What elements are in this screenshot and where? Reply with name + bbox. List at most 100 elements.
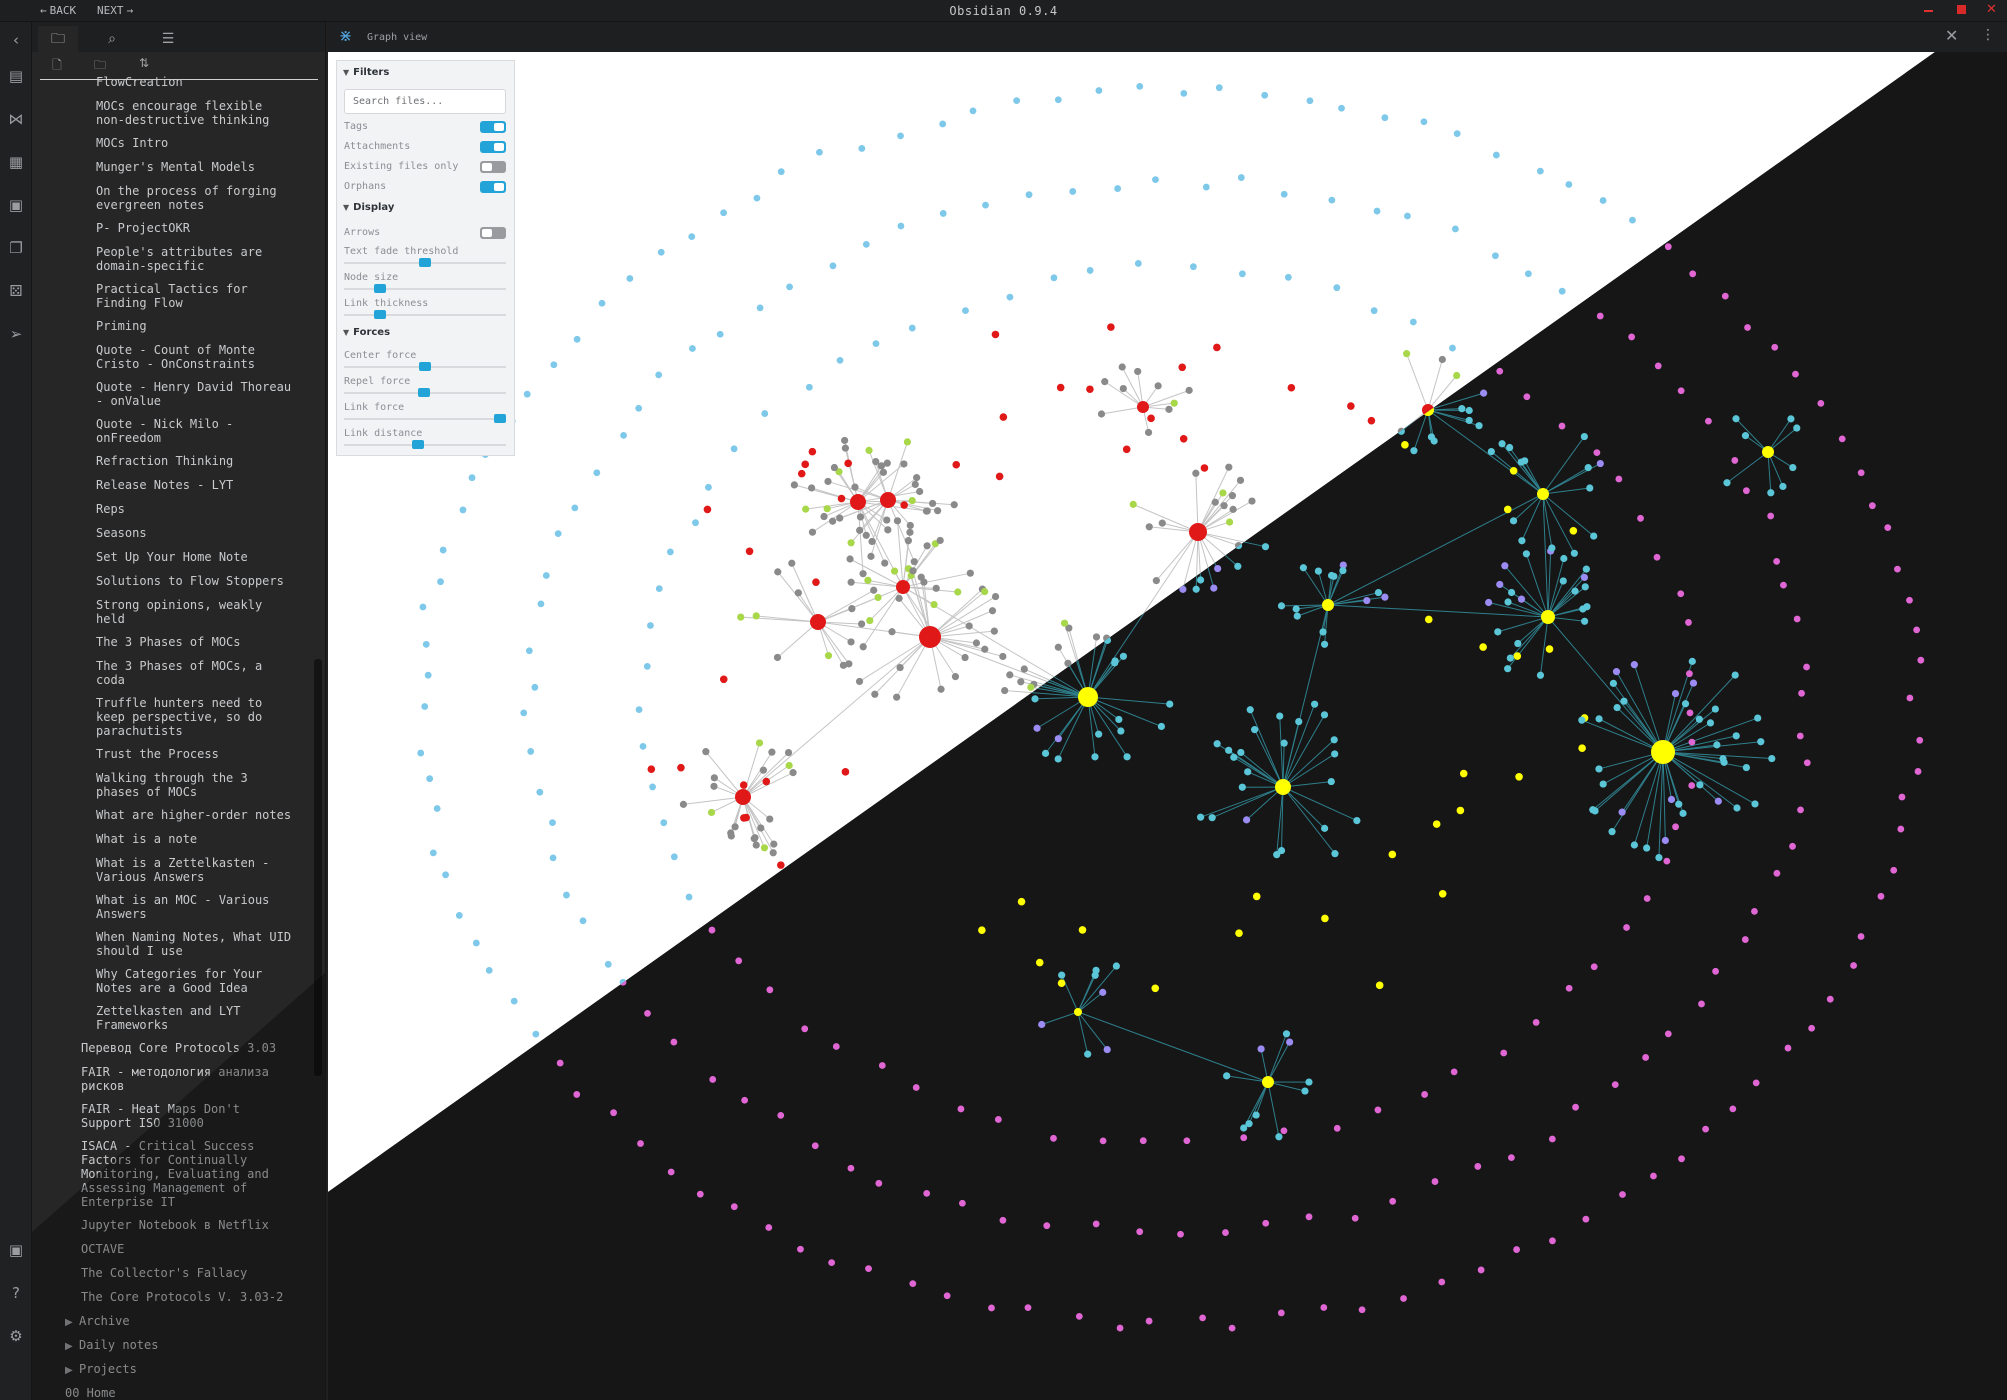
- graph-node[interactable]: [797, 1245, 804, 1253]
- graph-node[interactable]: [1884, 524, 1892, 531]
- graph-node[interactable]: [811, 1142, 819, 1150]
- graph-node[interactable]: [1558, 422, 1566, 430]
- graph-node[interactable]: [1248, 497, 1256, 505]
- graph-node[interactable]: [1897, 825, 1905, 833]
- graph-node[interactable]: [1643, 844, 1651, 852]
- tags-toggle[interactable]: [480, 121, 506, 133]
- graph-node[interactable]: [1792, 370, 1799, 378]
- graph-node[interactable]: [832, 1043, 840, 1050]
- graph-node[interactable]: [962, 307, 969, 315]
- graph-node[interactable]: [1757, 738, 1765, 746]
- file-item[interactable]: When Naming Notes, What UID should I use: [96, 930, 292, 958]
- graph-node[interactable]: [1654, 362, 1662, 370]
- graph-node[interactable]: [1713, 741, 1721, 749]
- graph-node[interactable]: [1252, 892, 1261, 901]
- graph-node[interactable]: [1571, 587, 1579, 595]
- graph-node[interactable]: [525, 647, 533, 655]
- graph-node[interactable]: [639, 742, 647, 750]
- folder-item[interactable]: ▶ Daily notes: [65, 1338, 159, 1352]
- graph-node[interactable]: [883, 516, 891, 524]
- file-item[interactable]: FlowCreation: [96, 75, 183, 89]
- graph-node[interactable]: [936, 536, 944, 545]
- graph-node[interactable]: [1578, 716, 1586, 724]
- graph-node[interactable]: [1681, 700, 1690, 708]
- graph-node[interactable]: [1112, 962, 1120, 970]
- graph-node[interactable]: [837, 494, 846, 503]
- graph-node[interactable]: [1374, 588, 1383, 597]
- graph-node[interactable]: [1628, 333, 1636, 341]
- graph-node[interactable]: [1043, 1222, 1051, 1230]
- minimize-button[interactable]: [1923, 5, 1935, 15]
- graph-node[interactable]: [635, 706, 643, 714]
- graph-node[interactable]: [598, 299, 606, 307]
- graph-node[interactable]: [1388, 850, 1397, 859]
- graph-node[interactable]: [1056, 383, 1065, 392]
- graph-node[interactable]: [1151, 984, 1160, 993]
- graph-node[interactable]: [829, 262, 837, 270]
- graph-node[interactable]: [1320, 1304, 1328, 1311]
- graph-node[interactable]: [730, 1203, 738, 1211]
- calendar-icon[interactable]: ▣: [8, 196, 24, 214]
- graph-node[interactable]: [1613, 703, 1621, 712]
- graph-node[interactable]: [1229, 505, 1237, 513]
- graph-node[interactable]: [906, 528, 914, 536]
- graph-node[interactable]: [910, 558, 918, 566]
- graph-node[interactable]: [875, 1179, 883, 1187]
- graph-node[interactable]: [1667, 795, 1676, 804]
- file-item[interactable]: What is a Zettelkasten - Various Answers: [96, 856, 270, 884]
- graph-node[interactable]: [1732, 732, 1740, 740]
- orphans-toggle[interactable]: [480, 181, 506, 193]
- display-heading[interactable]: ▼ Display: [343, 202, 395, 213]
- graph-node[interactable]: [911, 480, 919, 489]
- graph-node[interactable]: [770, 840, 778, 848]
- maximize-button[interactable]: [1956, 5, 1968, 15]
- graph-node[interactable]: [1548, 1135, 1556, 1143]
- forces-heading[interactable]: ▼ Forces: [343, 327, 391, 338]
- graph-node[interactable]: [1438, 355, 1446, 364]
- graph-node[interactable]: [969, 107, 977, 115]
- graph-node[interactable]: [1237, 748, 1245, 757]
- graph-node[interactable]: [1630, 841, 1638, 849]
- graph-node[interactable]: [1906, 694, 1914, 702]
- graph-node[interactable]: [1017, 897, 1026, 906]
- graph-node[interactable]: [1196, 576, 1205, 584]
- graph-node[interactable]: [1672, 823, 1679, 831]
- graph-node[interactable]: [1733, 804, 1741, 812]
- graph-node[interactable]: [1596, 459, 1604, 468]
- graph-node[interactable]: [1208, 814, 1216, 822]
- graph-node[interactable]: [1784, 1044, 1792, 1052]
- graph-node[interactable]: [1122, 445, 1131, 454]
- graph-node[interactable]: [923, 542, 931, 550]
- help-icon[interactable]: ?: [12, 1284, 20, 1302]
- graph-node[interactable]: [1595, 765, 1603, 773]
- graph-node[interactable]: [531, 683, 539, 691]
- graph-node[interactable]: [824, 652, 833, 660]
- graph-node[interactable]: [1420, 118, 1428, 126]
- graph-node[interactable]: [1506, 443, 1514, 452]
- graph-node[interactable]: [1214, 564, 1222, 573]
- graph-node[interactable]: [1115, 715, 1123, 724]
- graph-node[interactable]: [523, 390, 531, 398]
- graph-node[interactable]: [904, 537, 912, 545]
- graph-node[interactable]: [1421, 1091, 1429, 1098]
- graph-node[interactable]: [437, 578, 444, 586]
- graph-node[interactable]: [939, 120, 947, 128]
- graph-node[interactable]: [1593, 449, 1601, 457]
- graph-node[interactable]: [864, 576, 872, 584]
- graph-node[interactable]: [685, 893, 693, 901]
- graph-node[interactable]: [1536, 167, 1544, 175]
- graph-node[interactable]: [1477, 1266, 1485, 1274]
- file-item[interactable]: Zettelkasten and LYT Frameworks: [96, 1004, 241, 1032]
- graph-node[interactable]: [1257, 1045, 1265, 1053]
- graph-node[interactable]: [1050, 1134, 1057, 1142]
- graph-node[interactable]: [520, 709, 528, 717]
- graph-node[interactable]: [637, 1140, 644, 1147]
- graph-node[interactable]: [1295, 717, 1303, 726]
- arrows-toggle[interactable]: [480, 227, 506, 239]
- new-folder-button[interactable]: 🗀: [90, 56, 110, 74]
- graph-node[interactable]: [937, 685, 945, 693]
- graph-node[interactable]: [1134, 367, 1142, 376]
- file-item[interactable]: Trust the Process: [96, 747, 219, 761]
- graph-node[interactable]: [1450, 1068, 1458, 1076]
- graph-node[interactable]: [1092, 633, 1101, 641]
